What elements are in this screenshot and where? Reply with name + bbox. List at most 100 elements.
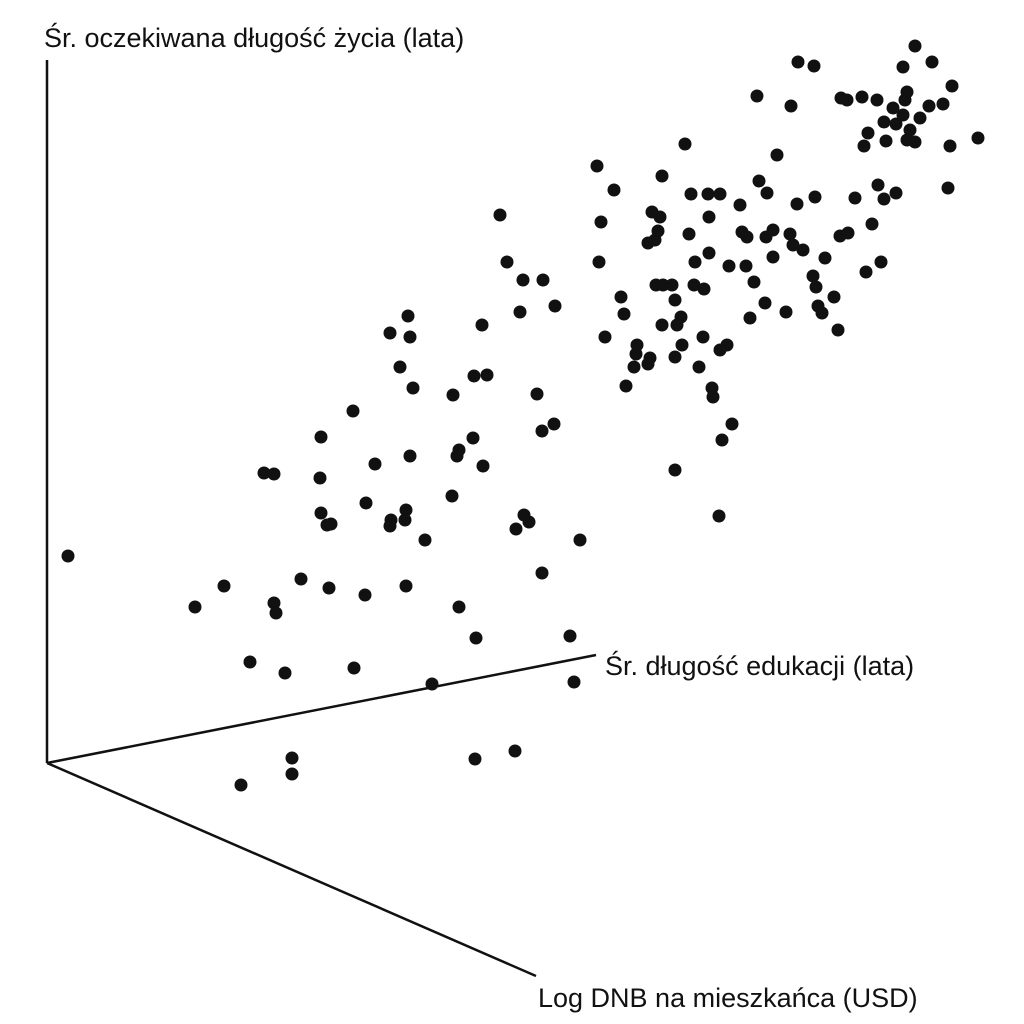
point (598, 330, 612, 344)
point (682, 227, 696, 241)
point (267, 467, 281, 481)
point (358, 588, 372, 602)
point (725, 417, 739, 431)
point (452, 600, 466, 614)
point (629, 347, 643, 361)
point (467, 369, 481, 383)
point (713, 187, 727, 201)
point (855, 90, 869, 104)
point (383, 326, 397, 340)
point (740, 230, 754, 244)
point (655, 169, 669, 183)
point (619, 379, 633, 393)
point (896, 60, 910, 74)
point (573, 533, 587, 547)
point (269, 606, 283, 620)
point (425, 677, 439, 691)
point (346, 404, 360, 418)
point (783, 227, 797, 241)
point (879, 134, 893, 148)
point (925, 55, 939, 69)
point (535, 566, 549, 580)
point (739, 259, 753, 273)
point (548, 299, 562, 313)
point (896, 108, 910, 122)
point (779, 305, 793, 319)
point (752, 174, 766, 188)
point (722, 259, 736, 273)
axis-title: Śr. oczekiwana długość życia (lata) (44, 21, 464, 53)
point (653, 210, 667, 224)
point (480, 368, 494, 382)
point (790, 197, 804, 211)
point (476, 459, 490, 473)
point (278, 666, 292, 680)
point (971, 131, 985, 145)
point (509, 522, 523, 536)
point (706, 390, 720, 404)
point (758, 296, 772, 310)
point (831, 323, 845, 337)
point (870, 93, 884, 107)
point (406, 381, 420, 395)
point (889, 117, 903, 131)
point (922, 99, 936, 113)
point (827, 290, 841, 304)
point (861, 126, 875, 140)
point (234, 778, 248, 792)
point (889, 186, 903, 200)
point (668, 293, 682, 307)
point (401, 309, 415, 323)
point (668, 463, 682, 477)
point (818, 251, 832, 265)
axis-title: Log DNB na mieszkańca (USD) (538, 983, 918, 1013)
point (833, 229, 847, 243)
point (684, 187, 698, 201)
point (594, 215, 608, 229)
point (715, 433, 729, 447)
point (877, 192, 891, 206)
point (874, 255, 888, 269)
point (188, 600, 202, 614)
point (469, 631, 483, 645)
point (294, 572, 308, 586)
point (513, 305, 527, 319)
point (347, 661, 361, 675)
point (446, 388, 460, 402)
point (713, 343, 727, 357)
point (908, 135, 922, 149)
point (786, 238, 800, 252)
point (808, 190, 822, 204)
point (313, 471, 327, 485)
point (450, 449, 464, 463)
point (614, 290, 628, 304)
point (535, 424, 549, 438)
point (547, 417, 561, 431)
point (522, 515, 536, 529)
point (617, 307, 631, 321)
point (656, 278, 670, 292)
point (383, 519, 397, 533)
point (806, 269, 820, 283)
point (702, 246, 716, 260)
point (285, 751, 299, 765)
point (668, 350, 682, 364)
point (840, 93, 854, 107)
point (807, 59, 821, 73)
point (898, 93, 912, 107)
point (607, 183, 621, 197)
point (567, 675, 581, 689)
point (688, 255, 702, 269)
point (61, 549, 75, 563)
point (791, 55, 805, 69)
point (641, 357, 655, 371)
point (701, 187, 715, 201)
point (475, 318, 489, 332)
point (886, 101, 900, 115)
point (908, 39, 922, 53)
point (696, 330, 710, 344)
point (809, 280, 823, 294)
point (418, 533, 432, 547)
point (743, 311, 757, 325)
